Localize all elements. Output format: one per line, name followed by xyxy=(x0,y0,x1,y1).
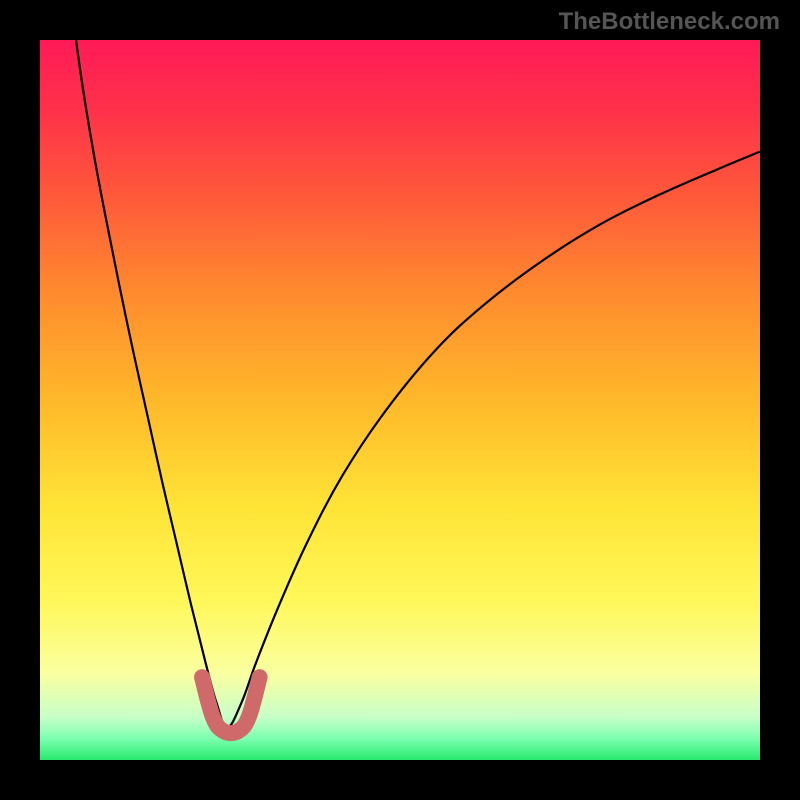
chart-container: TheBottleneck.com xyxy=(0,0,800,800)
bottleneck-chart xyxy=(0,0,800,800)
watermark-text: TheBottleneck.com xyxy=(559,8,780,36)
